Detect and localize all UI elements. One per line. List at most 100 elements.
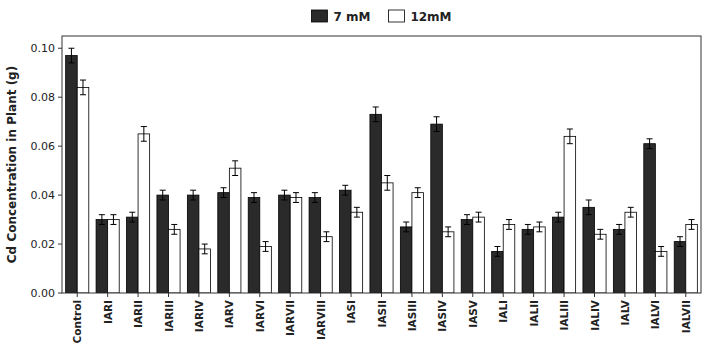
y-tick-label: 0.08 [31,91,56,104]
x-tick [320,293,321,297]
x-tick-label: IALVI [649,300,661,329]
error-bar [494,246,500,256]
x-tick-label: IARII [132,300,144,328]
error-bar [658,246,664,256]
y-tick [58,48,62,49]
error-bar [190,190,196,200]
bars [66,48,698,293]
x-tick [77,293,78,297]
bar [127,217,139,293]
x-tick [685,293,686,297]
error-bar [263,242,269,252]
legend-label: 7 mM [333,10,370,24]
bar [199,249,211,293]
bar [644,144,656,293]
bar [382,183,394,293]
x-tick [564,293,565,297]
error-bar [597,229,603,239]
error-bar [68,48,74,63]
x-tick-label: IASI [345,300,357,324]
bar [553,217,565,293]
bar [218,193,230,293]
plot-frame [62,36,701,293]
x-tick-label: Control [71,300,83,343]
error-bar [445,227,451,237]
bar [473,217,485,293]
x-tick [351,293,352,297]
x-axis: ControlIARIIARIIIARIIIIARIVIARVIARVIIARV… [71,293,692,343]
error-bar [555,212,561,222]
bar [229,168,241,293]
error-bar [354,207,360,217]
bar [431,124,443,293]
y-tick [58,146,62,147]
bar [187,195,199,293]
bar [400,227,412,293]
x-tick [624,293,625,297]
x-tick [198,293,199,297]
error-bar [323,232,329,242]
error-bar [160,190,166,200]
y-tick [58,97,62,98]
error-bar [647,139,653,149]
error-bar [141,127,147,142]
legend: 7 mM 12mM [311,10,451,24]
bar [290,198,302,293]
bar [66,56,78,293]
legend-swatch [311,10,327,22]
y-tick-label: 0.10 [31,42,56,55]
error-bar [536,222,542,232]
bar [583,207,595,293]
x-tick [472,293,473,297]
x-tick-label: IARVIII [315,300,327,340]
bar [564,136,576,293]
bar [138,134,150,293]
error-bar [689,220,695,230]
error-bar [110,215,116,225]
bar [674,242,686,293]
y-tick [58,293,62,294]
x-tick-label: IARVI [254,300,266,332]
y-tick [58,195,62,196]
x-tick [259,293,260,297]
x-tick-label: IALI [497,300,509,323]
error-bar [415,188,421,198]
bar [351,212,363,293]
error-bar [586,200,592,215]
error-bar [99,215,105,225]
x-tick-label: IASV [467,299,479,328]
y-axis-label: Cd Concentration in Plant (g) [5,66,19,263]
y-tick [58,244,62,245]
legend-label: 12mM [410,10,451,24]
error-bar [281,190,287,200]
x-tick [138,293,139,297]
x-tick [381,293,382,297]
bar [461,220,473,293]
error-bar [434,117,440,132]
bar [169,229,181,293]
x-tick-label: IARIV [193,299,205,332]
bar [309,198,321,293]
bar [522,229,534,293]
bar [157,195,169,293]
bar [248,198,260,293]
x-tick [533,293,534,297]
bar [370,114,382,293]
bar [613,229,625,293]
chart: 0.000.020.040.060.080.10Cd Concentration… [0,0,709,359]
x-tick [655,293,656,297]
bar [534,227,546,293]
x-tick-label: IARI [102,300,114,324]
x-tick [229,293,230,297]
error-bar [80,80,86,95]
bar [340,190,352,293]
x-tick-label: IASII [376,300,388,327]
y-tick-label: 0.00 [31,287,56,300]
bar [503,224,515,293]
error-bar [251,193,257,203]
error-bar [342,185,348,195]
error-bar [616,224,622,234]
error-bar [373,107,379,122]
error-bar [221,188,227,198]
bar [442,232,454,293]
